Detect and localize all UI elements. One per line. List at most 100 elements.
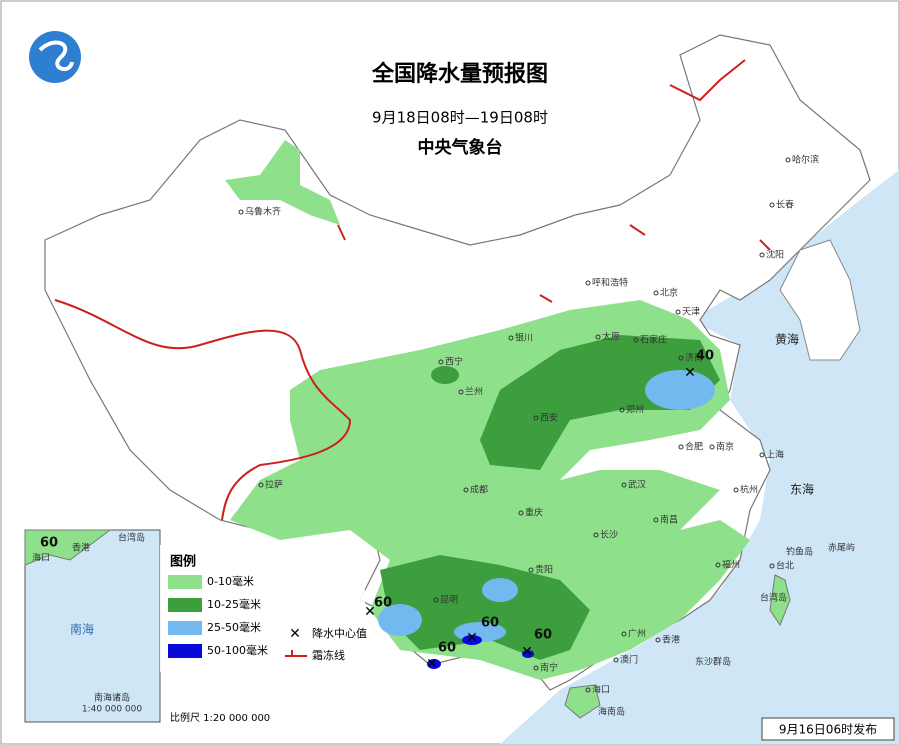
scale: 比例尺 1:20 000 000 [170,711,270,724]
center-value: 40 [696,349,714,364]
inset-label: 海口 [32,552,50,564]
center-x: ✕ [684,365,696,381]
city-dot [593,532,599,538]
city-label: 太原 [602,331,620,343]
city-dot [759,452,765,458]
city-dot [533,665,539,671]
city-labels: 乌鲁木齐拉萨西宁兰州银川呼和浩特北京天津石家庄太原济南郑州西安成都重庆武汉合肥南… [238,154,819,696]
city-dot [715,562,721,568]
city-label: 兰州 [465,386,483,398]
city-dot [633,337,639,343]
city-label: 武汉 [628,479,646,491]
city-dot [438,359,444,365]
center-value: 60 [534,628,552,643]
sea-label: 黄海 [775,332,799,347]
city-label: 昆明 [440,595,458,606]
inset-scale: 1:40 000 000 [82,705,143,715]
frost-lines [54,59,771,521]
city-dot [508,335,514,341]
city-dot [769,202,775,208]
island-label: 赤尾屿 [828,543,855,554]
legend-label: 霜冻线 [312,648,345,662]
inset-land [24,529,112,566]
rain-zone [522,650,534,658]
legend-x: ✕ [289,626,301,642]
issuer: 中央气象台 [418,137,503,158]
rain-zone [482,578,518,602]
hainan [564,684,601,719]
legend: 0-10毫米 10-25毫米 25-50毫米 50-100毫米 [168,574,268,658]
city-label: 长沙 [600,529,618,541]
city-label: 重庆 [525,507,543,519]
center-value: 60 [481,616,499,631]
title: 全国降水量预报图 [371,61,548,87]
legend-swatch [168,621,202,635]
center-x: ✕ [426,656,438,672]
city-dot [653,290,659,296]
city-label: 福州 [722,559,740,571]
city-label: 银川 [515,332,533,344]
city-label: 贵阳 [535,564,553,576]
city-label: 香港 [662,634,680,646]
city-dot [585,280,591,286]
center-x: ✕ [466,630,478,646]
city-label: 乌鲁木齐 [245,206,281,218]
city-dot [621,631,627,637]
city-label: 西宁 [445,356,463,368]
rain-zone [427,659,441,669]
center-value: 60 [40,536,58,551]
city-label: 石家庄 [640,334,667,346]
inset-label: 香港 [72,542,90,554]
korea [779,239,861,361]
inset-label: 南海 [70,622,94,637]
city-dot [595,334,601,340]
city-label: 南昌 [660,514,678,526]
legend-frost [285,650,307,657]
inset-title: 南海诸岛 [94,692,130,704]
city-label: 北京 [660,287,678,299]
city-dot [528,567,534,573]
city-label: 郑州 [626,404,644,416]
city-dot [585,687,591,693]
logo [29,31,81,83]
city-dot [653,517,659,523]
city-dot [619,407,625,413]
rain-zone [480,335,720,470]
city-dot [533,415,539,421]
sea-label: 东海 [790,482,814,497]
footer-box [761,717,895,741]
city-label: 长春 [776,199,794,211]
city-label: 广州 [628,628,646,640]
city-label: 拉萨 [265,479,283,491]
inset-label: 台湾岛 [118,532,145,544]
city-dot [458,389,464,395]
city-label: 南京 [716,441,734,453]
city-label: 呼和浩特 [592,277,628,289]
center-value: 60 [374,596,392,611]
city-label: 海口 [592,684,610,696]
city-dot [518,510,524,516]
rain-zone [462,635,482,645]
period: 9月18日08时—19日08时 [372,109,548,127]
legend-label: 0-10毫米 [207,574,254,588]
rain-zone [380,555,590,660]
center-x: ✕ [521,644,533,660]
legend-swatch [168,575,202,589]
city-dot [433,597,439,603]
city-label: 西安 [540,412,558,424]
legend-swatch [168,598,202,612]
city-dot [678,355,684,361]
island-label: 钓鱼岛 [786,546,813,558]
island-label: 海南岛 [598,706,625,718]
city-label: 合肥 [685,441,703,453]
city-dot [769,563,775,569]
city-label: 哈尔滨 [792,154,819,166]
city-label: 天津 [682,307,700,318]
center-value: 60 [438,641,456,656]
footer: 9月16日06时发布 [779,722,877,737]
city-dot [463,487,469,493]
city-label: 济南 [685,352,703,364]
legend-label: 25-50毫米 [207,620,261,634]
